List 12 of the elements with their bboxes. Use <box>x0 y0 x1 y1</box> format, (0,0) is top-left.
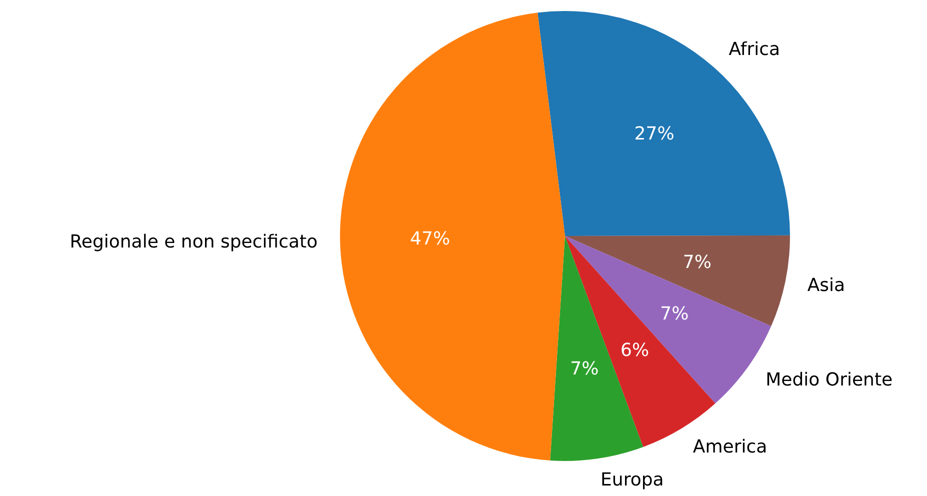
data-label: 47% <box>410 228 450 250</box>
slice-label: America <box>692 436 768 458</box>
slice-label: Asia <box>807 274 846 296</box>
slice-label: Europa <box>600 470 664 491</box>
slice-label: Medio Oriente <box>766 370 893 391</box>
data-label: 7% <box>682 252 712 274</box>
data-label: 27% <box>634 123 674 144</box>
data-label: 6% <box>620 340 650 362</box>
slice-label: Regionale e non specificato <box>70 232 318 253</box>
data-label: 7% <box>570 358 599 380</box>
slice-label: Africa <box>728 39 780 60</box>
data-label: 7% <box>660 304 689 325</box>
